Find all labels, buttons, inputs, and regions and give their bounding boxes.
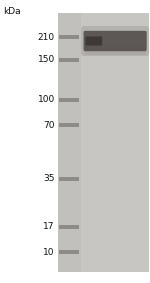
Bar [59,177,79,181]
Text: 10: 10 [43,248,55,257]
Bar [59,58,79,62]
Bar [58,13,81,272]
Text: 70: 70 [43,121,55,130]
Text: 17: 17 [43,222,55,231]
Bar [58,13,149,272]
Text: 150: 150 [38,55,55,65]
FancyBboxPatch shape [84,31,147,51]
FancyBboxPatch shape [81,26,149,56]
Text: 210: 210 [38,33,55,42]
FancyBboxPatch shape [85,37,102,46]
Text: kDa: kDa [3,7,21,16]
Bar [59,35,79,39]
Text: 35: 35 [43,174,55,183]
Bar [59,123,79,127]
Bar [59,250,79,254]
FancyBboxPatch shape [84,47,146,55]
Bar [59,225,79,229]
Bar [59,98,79,102]
Text: 100: 100 [38,95,55,104]
